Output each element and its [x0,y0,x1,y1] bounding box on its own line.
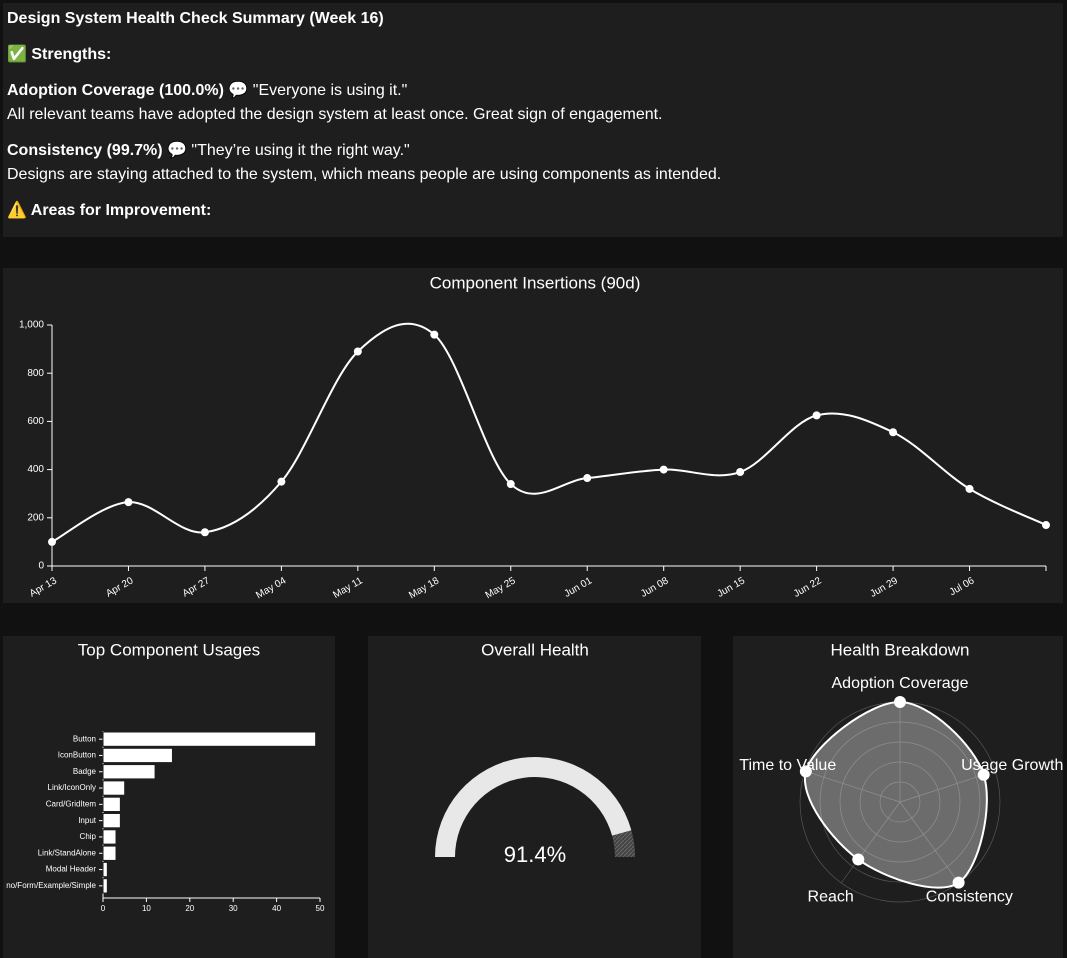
y-tick-label: Modal Header [46,865,97,874]
y-tick-label: Link/IconOnly [48,783,96,792]
item-name: Adoption Coverage (100.0%) [7,82,224,99]
chart-title: Health Breakdown [831,640,970,659]
panel [368,636,701,958]
item-name: Consistency (99.7%) [7,142,163,159]
chart-title: Overall Health [481,640,589,659]
summary-panel: Design System Health Check Summary (Week… [3,3,1063,237]
point [799,765,812,778]
gauge-rest [612,830,635,857]
axis-label: Reach [808,889,854,906]
bar [102,780,126,796]
x-tick-label: 40 [272,904,281,913]
bar [102,747,173,764]
y-tick-label: 0 [38,561,44,572]
y-tick-label: no/Form/Example/Simple [6,881,96,890]
point [48,537,56,546]
bar [102,861,108,878]
x-tick-label: 20 [185,904,194,913]
spoke [840,801,901,884]
point [977,768,990,781]
item-quote: 💬 "Everyone is using it." [228,82,408,99]
point [124,498,133,507]
point [889,428,898,437]
panel [733,636,1063,958]
y-tick-label: Card/GridItem [46,799,97,808]
spoke [899,801,960,884]
point [812,411,821,420]
y-tick-label: 200 [27,512,44,523]
heading: ✅ Strengths: [7,46,112,63]
gauge-label: 91.4% [504,842,566,867]
heading: ⚠️ Areas for Improvement: [7,202,212,219]
point [894,696,906,708]
y-tick-label: 800 [27,368,44,379]
point [200,528,209,537]
point [506,480,515,489]
point [1042,521,1050,530]
x-tick-label: 10 [142,904,151,913]
y-tick-label: Badge [73,767,97,776]
point [736,468,745,477]
y-tick-label: 600 [27,416,44,427]
panel [3,636,335,958]
bar [102,731,317,747]
y-tick-label: IconButton [58,751,96,760]
bar [102,764,156,780]
axis-label: Adoption Coverage [832,675,969,692]
chart-title: Top Component Usages [78,640,260,659]
axis-label: Usage Growth [961,757,1063,774]
item-text: Designs are staying attached to the syst… [7,166,722,183]
bar [102,878,108,894]
x-tick-label: 30 [229,904,238,913]
point [852,853,865,866]
y-tick-label: Chip [80,832,97,841]
item-quote: 💬 "They’re using it the right way." [167,142,410,159]
y-tick-label: 400 [27,464,44,475]
gauge-value [435,756,632,857]
bar [102,845,117,861]
line [51,322,1047,543]
spoke [804,770,901,803]
point [965,484,974,493]
bar [102,796,121,813]
radar-area [803,700,988,889]
axis-label: Consistency [926,889,1013,906]
point [952,876,965,889]
y-tick-label: Link/StandAlone [38,848,97,857]
y-tick-label: Button [73,734,96,743]
point [583,474,592,483]
y-tick-label: Input [78,816,97,825]
x-tick-label: 0 [101,904,106,913]
summary-title: Design System Health Check Summary (Week… [7,10,384,27]
point [659,465,668,474]
chart-title: Component Insertions (90d) [430,273,641,292]
y-tick-label: 1,000 [19,320,44,331]
axis-label: Time to Value [739,757,836,774]
bar [102,813,121,829]
panel [3,268,1063,603]
x-tick-label: 50 [316,904,325,913]
point [277,477,286,486]
point [353,347,362,356]
point [430,330,439,339]
bar [102,829,117,845]
item-text: All relevant teams have adopted the desi… [7,106,663,123]
